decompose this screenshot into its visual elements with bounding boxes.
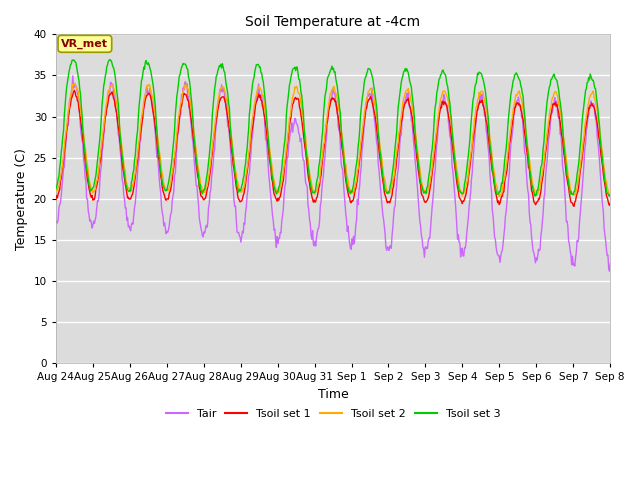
- Y-axis label: Temperature (C): Temperature (C): [15, 148, 28, 250]
- Title: Soil Temperature at -4cm: Soil Temperature at -4cm: [246, 15, 420, 29]
- Text: VR_met: VR_met: [61, 39, 108, 49]
- Legend: Tair, Tsoil set 1, Tsoil set 2, Tsoil set 3: Tair, Tsoil set 1, Tsoil set 2, Tsoil se…: [161, 404, 505, 423]
- X-axis label: Time: Time: [317, 388, 348, 401]
